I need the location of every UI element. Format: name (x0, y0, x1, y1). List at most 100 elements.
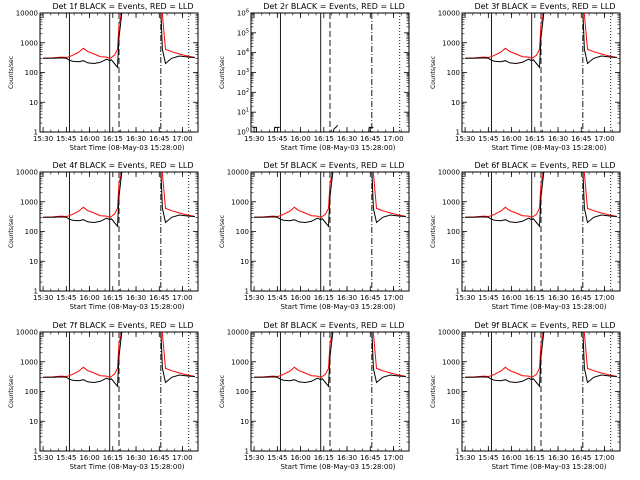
y-tick-label: 10 (240, 418, 249, 426)
x-tick-label: 15:45 (478, 294, 498, 302)
chart-title: Det 7f BLACK = Events, RED = LLD (52, 321, 193, 330)
x-tick-label: 16:15 (314, 135, 334, 143)
y-axis-label: Counts/sec (219, 56, 226, 89)
x-axis-label: Start Time (08-May-03 15:28:00) (69, 463, 184, 471)
y-tick-label: 100 (25, 69, 38, 77)
y-tick-label: 10000 (438, 169, 460, 177)
x-axis-label: Start Time (08-May-03 15:28:00) (280, 463, 395, 471)
chart-panel-9: Det 9f BLACK = Events, RED = LLD Start Ti… (430, 321, 621, 471)
y-tick-label: 100 (236, 228, 249, 236)
series-line-black-events (465, 13, 617, 69)
y-tick-label: 102 (237, 88, 249, 97)
series-line-red-lld (43, 172, 195, 218)
x-tick-label: 16:00 (501, 135, 521, 143)
series-line-black-events (465, 332, 617, 388)
x-tick-label: 15:45 (478, 135, 498, 143)
x-tick-label: 15:30 (33, 135, 53, 143)
y-axis-label: Counts/sec (219, 215, 226, 248)
chart-title: Det 6f BLACK = Events, RED = LLD (474, 161, 615, 170)
y-tick-label: 10000 (16, 10, 38, 18)
x-tick-label: 16:30 (126, 294, 146, 302)
x-tick-label: 16:30 (126, 135, 146, 143)
series-line-red-lld (465, 13, 617, 59)
x-tick-label: 16:15 (103, 454, 123, 462)
x-tick-label: 16:15 (525, 135, 545, 143)
y-tick-label: 1000 (20, 39, 38, 47)
x-tick-label: 15:30 (33, 454, 53, 462)
x-axis-label: Start Time (08-May-03 15:28:00) (69, 144, 184, 152)
y-tick-label: 10000 (438, 10, 460, 18)
y-tick-label: 1000 (442, 198, 460, 206)
x-tick-label: 16:00 (290, 294, 310, 302)
chart-title: Det 4f BLACK = Events, RED = LLD (52, 161, 193, 170)
x-tick-label: 16:45 (571, 294, 591, 302)
x-tick-label: 15:30 (455, 135, 475, 143)
series-line-black-events-2 (273, 126, 280, 132)
y-tick-label: 105 (237, 28, 249, 37)
x-tick-label: 16:30 (548, 454, 568, 462)
y-axis-label: Counts/sec (430, 215, 437, 248)
x-tick-label: 16:00 (290, 454, 310, 462)
y-tick-label: 1 (456, 129, 460, 137)
y-tick-label: 10 (451, 258, 460, 266)
x-tick-label: 17:00 (383, 454, 403, 462)
y-tick-label: 106 (237, 9, 249, 18)
series-line-black-events (465, 172, 617, 228)
y-tick-label: 10 (240, 258, 249, 266)
y-tick-label: 1 (34, 288, 38, 296)
x-tick-label: 16:00 (79, 135, 99, 143)
chart-title: Det 3f BLACK = Events, RED = LLD (474, 2, 615, 11)
chart-title: Det 1f BLACK = Events, RED = LLD (52, 2, 193, 11)
y-axis-label: Counts/sec (8, 215, 15, 248)
y-tick-label: 10000 (438, 329, 460, 337)
y-tick-label: 10 (29, 418, 38, 426)
x-tick-label: 17:00 (383, 294, 403, 302)
x-tick-label: 15:30 (244, 135, 264, 143)
y-tick-label: 1 (456, 448, 460, 456)
chart-panel-2: Det 2r BLACK = Events, RED = LLD Start Ti… (219, 2, 410, 152)
series-line-red-lld (43, 332, 195, 378)
y-tick-label: 1 (456, 288, 460, 296)
y-tick-label: 1000 (442, 39, 460, 47)
x-tick-label: 16:15 (103, 135, 123, 143)
x-axis-label: Start Time (08-May-03 15:28:00) (491, 463, 606, 471)
x-axis-label: Start Time (08-May-03 15:28:00) (491, 303, 606, 311)
x-tick-label: 15:30 (244, 294, 264, 302)
x-axis-label: Start Time (08-May-03 15:28:00) (491, 144, 606, 152)
x-tick-label: 16:45 (571, 454, 591, 462)
chart-title: Det 2r BLACK = Events, RED = LLD (263, 2, 405, 11)
y-tick-label: 10 (451, 99, 460, 107)
x-tick-label: 16:30 (126, 454, 146, 462)
x-axis-label: Start Time (08-May-03 15:28:00) (280, 144, 395, 152)
x-tick-label: 16:45 (149, 454, 169, 462)
x-axis-label: Start Time (08-May-03 15:28:00) (69, 303, 184, 311)
y-axis-label: Counts/sec (8, 56, 15, 89)
series-line-red-lld (254, 332, 406, 378)
chart-panel-8: Det 8f BLACK = Events, RED = LLD Start Ti… (219, 321, 410, 471)
y-tick-label: 100 (447, 228, 460, 236)
y-tick-label: 1 (34, 448, 38, 456)
y-axis-label: Counts/sec (219, 375, 226, 408)
x-tick-label: 16:30 (337, 135, 357, 143)
x-tick-label: 15:45 (56, 135, 76, 143)
y-tick-label: 100 (237, 128, 249, 137)
x-tick-label: 16:30 (548, 294, 568, 302)
chart-title: Det 9f BLACK = Events, RED = LLD (474, 321, 615, 330)
x-tick-label: 15:45 (56, 294, 76, 302)
y-axis-label: Counts/sec (430, 375, 437, 408)
x-tick-label: 15:30 (244, 454, 264, 462)
x-tick-label: 16:15 (525, 454, 545, 462)
y-tick-label: 10 (29, 99, 38, 107)
chart-panel-4: Det 4f BLACK = Events, RED = LLD Start Ti… (8, 161, 199, 311)
x-tick-label: 16:45 (149, 294, 169, 302)
x-tick-label: 16:45 (360, 454, 380, 462)
x-tick-label: 15:45 (267, 294, 287, 302)
y-tick-label: 1 (34, 129, 38, 137)
x-axis-label: Start Time (08-May-03 15:28:00) (280, 303, 395, 311)
chart-panel-5: Det 5f BLACK = Events, RED = LLD Start Ti… (219, 161, 410, 311)
x-tick-label: 16:45 (571, 135, 591, 143)
y-tick-label: 104 (237, 48, 249, 57)
y-tick-label: 10000 (16, 329, 38, 337)
x-tick-label: 17:00 (172, 454, 192, 462)
